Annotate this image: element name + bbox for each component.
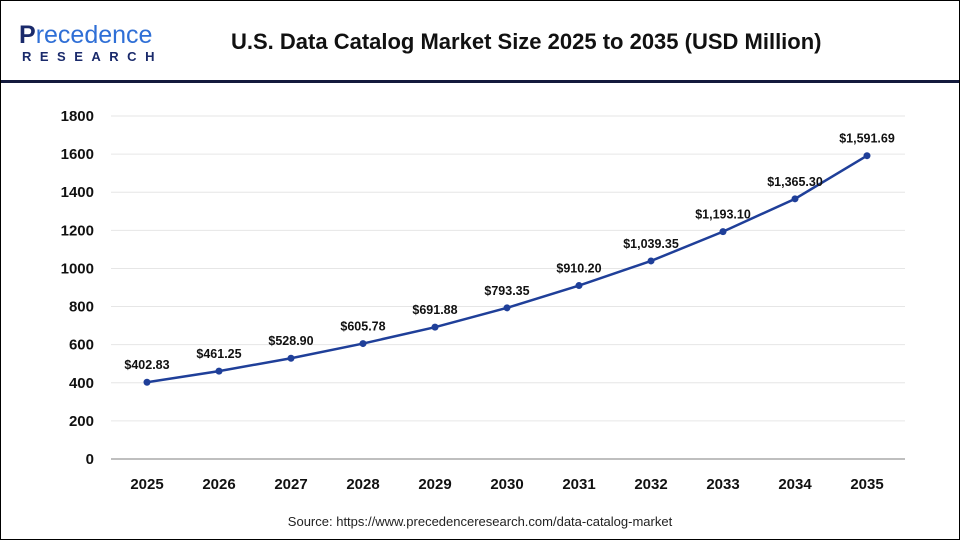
data-point <box>143 378 151 386</box>
data-label: $691.88 <box>412 303 457 317</box>
data-point <box>719 228 727 236</box>
data-point <box>359 340 367 348</box>
x-tick-label: 2026 <box>202 476 235 493</box>
data-point <box>287 354 295 362</box>
x-tick-label: 2029 <box>418 476 451 493</box>
x-tick-label: 2027 <box>274 476 307 493</box>
data-label: $402.83 <box>124 358 169 372</box>
data-label: $1,039.35 <box>623 237 679 251</box>
data-label: $1,193.10 <box>695 208 751 222</box>
x-tick-label: 2030 <box>490 476 523 493</box>
y-tick-label: 200 <box>69 413 94 430</box>
data-point <box>431 323 439 331</box>
y-tick-label: 1200 <box>61 222 94 239</box>
series-line <box>146 154 868 384</box>
data-point <box>503 304 511 312</box>
logo-text-top: Precedence <box>19 21 153 49</box>
data-label: $793.35 <box>484 284 529 298</box>
data-label: $910.20 <box>556 262 601 276</box>
x-tick-label: 2025 <box>130 476 163 493</box>
data-label: $528.90 <box>268 334 313 348</box>
source-note: Source: https://www.precedenceresearch.c… <box>287 514 673 529</box>
y-tick-label: 1800 <box>61 108 94 125</box>
data-label: $1,591.69 <box>839 132 895 146</box>
y-tick-label: 1400 <box>61 184 94 201</box>
y-tick-label: 1000 <box>61 260 94 277</box>
x-tick-label: 2033 <box>706 476 739 493</box>
chart-title: U.S. Data Catalog Market Size 2025 to 20… <box>231 29 822 54</box>
data-label: $1,365.30 <box>767 175 823 189</box>
header-divider <box>1 80 959 83</box>
y-tick-label: 400 <box>69 375 94 392</box>
precedence-research-logo: Precedence RESEARCH <box>17 21 167 64</box>
logo-text-bottom: RESEARCH <box>22 49 163 64</box>
x-tick-label: 2035 <box>850 476 883 493</box>
y-tick-label: 600 <box>69 337 94 354</box>
data-point <box>575 282 583 290</box>
data-point <box>215 367 223 375</box>
data-label: $605.78 <box>340 320 385 334</box>
y-tick-label: 0 <box>86 451 94 468</box>
x-tick-label: 2034 <box>778 476 812 493</box>
y-tick-label: 800 <box>69 299 94 316</box>
y-tick-label: 1600 <box>61 146 94 163</box>
x-tick-label: 2031 <box>562 476 595 493</box>
data-point <box>647 257 655 265</box>
x-tick-label: 2032 <box>634 476 667 493</box>
data-label: $461.25 <box>196 347 241 361</box>
x-tick-label: 2028 <box>346 476 379 493</box>
data-point <box>863 152 871 160</box>
data-point <box>791 195 799 203</box>
